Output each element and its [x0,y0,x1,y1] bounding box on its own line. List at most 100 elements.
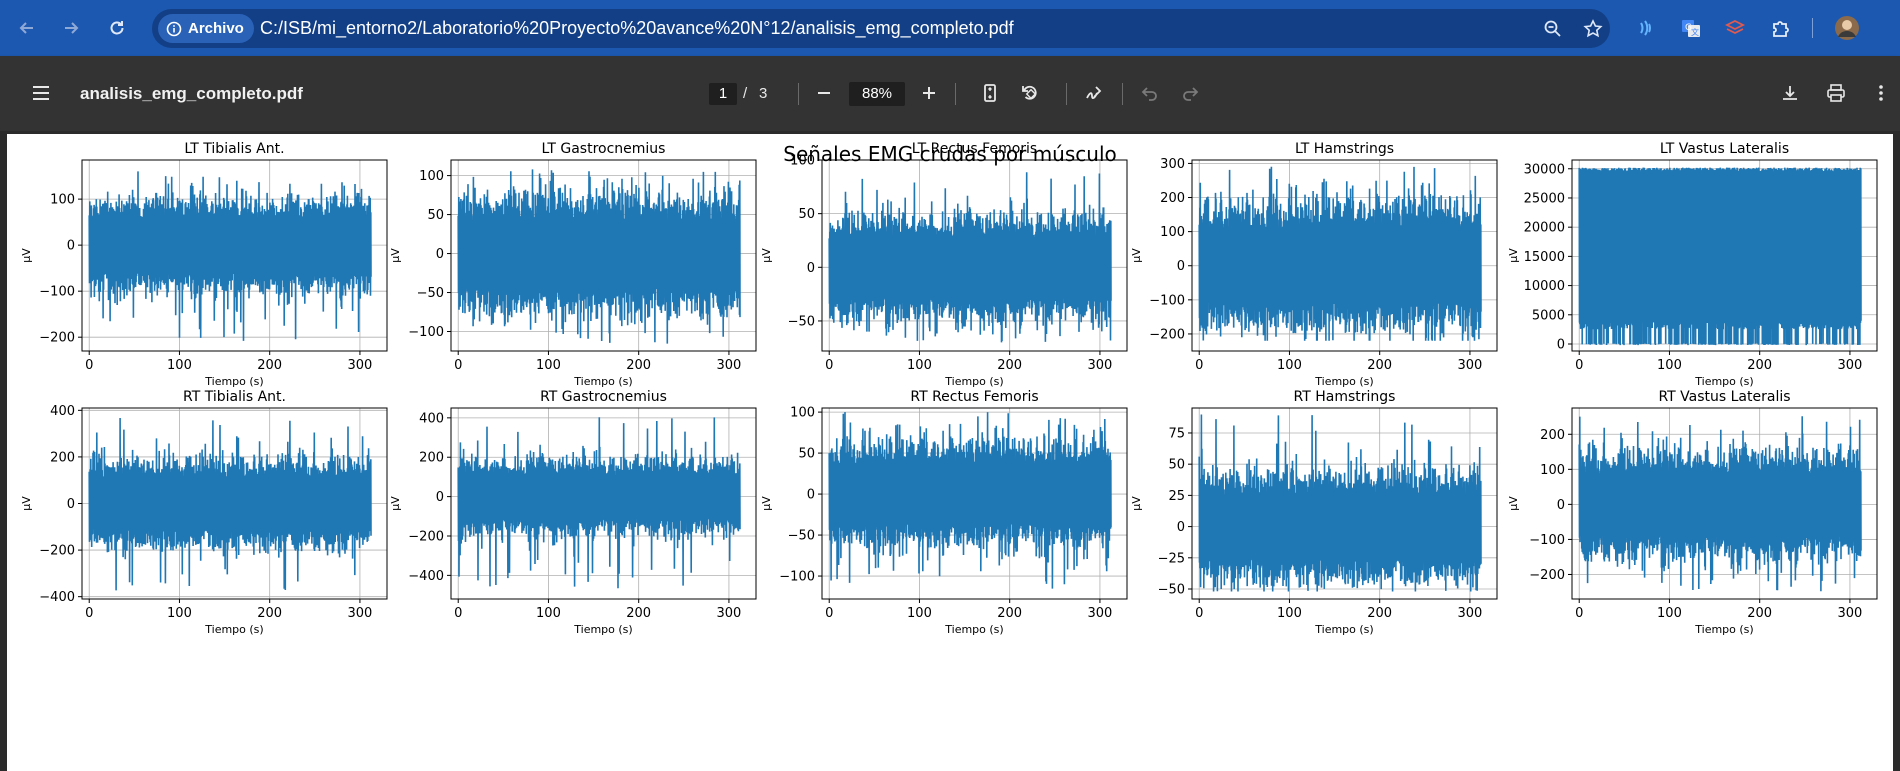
x-tick-label: 100 [536,606,561,621]
emg-signal-line [457,169,741,344]
back-button[interactable] [12,13,42,43]
download-icon [1783,86,1797,100]
y-tick-label: −50 [417,286,444,301]
subplot-title: RT Gastrocnemius [540,389,667,405]
pen-annotate-icon [1086,86,1102,100]
emg-signal-line [1198,414,1482,592]
page-total: 3 [759,85,768,102]
emg-signal-line [88,171,372,341]
redo-button[interactable] [1175,78,1205,108]
y-axis-label: µV [389,248,402,263]
x-tick-label: 100 [167,606,192,621]
emg-signal-line [828,172,1112,343]
axes-frame [81,159,388,352]
zoom-level-input[interactable]: 88% [849,82,905,106]
y-tick-label: 75 [1168,426,1185,441]
y-tick-label: 200 [50,450,75,465]
x-tick-label: 100 [1657,358,1682,373]
y-tick-label: 0 [67,497,75,512]
extensions-button[interactable] [1766,13,1796,43]
site-info-chip[interactable]: Archivo [158,14,254,43]
y-tick-label: 0 [807,488,815,503]
y-tick-label: −100 [408,325,444,340]
x-axis-label: Tiempo (s) [573,623,632,636]
reload-icon [110,21,124,35]
y-tick-label: −25 [1158,551,1185,566]
toolbar-divider [798,83,799,105]
svg-text:G: G [1685,23,1692,33]
zoom-indicator[interactable] [1540,16,1566,42]
y-axis-label: µV [1507,248,1520,263]
axes-frame [450,407,757,600]
sidebar-menu-button[interactable] [26,78,56,108]
extension-layers[interactable] [1720,13,1750,43]
profile-button[interactable] [1832,13,1862,43]
zoom-out-button[interactable] [809,78,839,108]
toolbar-divider [1066,83,1067,105]
x-tick-label: 300 [1458,358,1483,373]
axes-frame [1571,407,1878,600]
emg-signal-line [828,412,1112,589]
y-tick-label: 0 [436,490,444,505]
subplot: RT Rectus Femoris 0 100 200 300 −100 −50 0 50 100… [760,389,1128,636]
x-axis-label: Tiempo (s) [944,623,1003,636]
y-axis-label: µV [1130,496,1143,511]
fit-page-button[interactable] [975,78,1005,108]
read-aloud-icon [1640,20,1651,36]
y-tick-label: 0 [807,261,815,276]
y-tick-label: 0 [1177,259,1185,274]
pdf-viewport[interactable]: Señales EMG crudas por músculo LT Tibial… [0,131,1900,771]
y-tick-label: 0 [1177,520,1185,535]
x-tick-label: 0 [1195,358,1203,373]
x-tick-label: 0 [1195,606,1203,621]
printer-icon [1827,84,1845,102]
address-bar[interactable]: Archivo C:/ISB/mi_entorno2/Laboratorio%2… [152,9,1610,48]
extension-read-aloud[interactable] [1630,13,1660,43]
y-tick-label: 10000 [1524,279,1565,294]
subplot-title: RT Vastus Lateralis [1658,389,1790,405]
x-axis-label: Tiempo (s) [1694,623,1753,636]
reload-button[interactable] [102,13,132,43]
axes-frame [1191,407,1498,600]
more-options-button[interactable] [1866,78,1896,108]
subplot-title: RT Hamstrings [1294,389,1396,405]
x-axis-label: Tiempo (s) [204,375,263,388]
x-axis-label: Tiempo (s) [573,375,632,388]
print-button[interactable] [1821,78,1851,108]
page-number-input[interactable]: 1 [709,83,737,105]
y-axis-label: µV [20,248,33,263]
x-tick-label: 0 [825,358,833,373]
download-button[interactable] [1775,78,1805,108]
bookmark-button[interactable] [1580,16,1606,42]
x-tick-label: 0 [454,606,462,621]
draw-button[interactable] [1079,78,1109,108]
x-tick-label: 200 [1747,606,1772,621]
forward-button[interactable] [56,13,86,43]
x-axis-label: Tiempo (s) [1314,375,1373,388]
toolbar-divider [1812,18,1813,38]
subplot: LT Tibialis Ant. 0 100 200 300 −200 −100 0 100 Ti… [20,141,388,388]
undo-icon [1141,87,1157,101]
star-icon [1583,19,1603,38]
x-tick-label: 100 [1277,606,1302,621]
x-tick-label: 300 [1088,606,1113,621]
y-tick-label: 50 [798,447,815,462]
subplot: RT Gastrocnemius 0 100 200 300 −400 −200 0 200 40… [389,389,757,636]
axes-frame [821,159,1128,352]
x-tick-label: 0 [454,358,462,373]
rotate-button[interactable] [1015,78,1045,108]
y-tick-label: 0 [67,239,75,254]
y-axis-label: µV [1507,496,1520,511]
zoom-in-button[interactable] [914,78,944,108]
x-tick-label: 0 [1575,358,1583,373]
y-tick-label: −50 [788,529,815,544]
y-tick-label: 100 [1540,463,1565,478]
y-tick-label: 5000 [1532,308,1565,323]
url-text[interactable]: C:/ISB/mi_entorno2/Laboratorio%20Proyect… [260,18,1014,38]
x-tick-label: 300 [717,606,742,621]
x-axis-label: Tiempo (s) [1314,623,1373,636]
undo-button[interactable] [1135,78,1165,108]
y-tick-label: −100 [39,285,75,300]
